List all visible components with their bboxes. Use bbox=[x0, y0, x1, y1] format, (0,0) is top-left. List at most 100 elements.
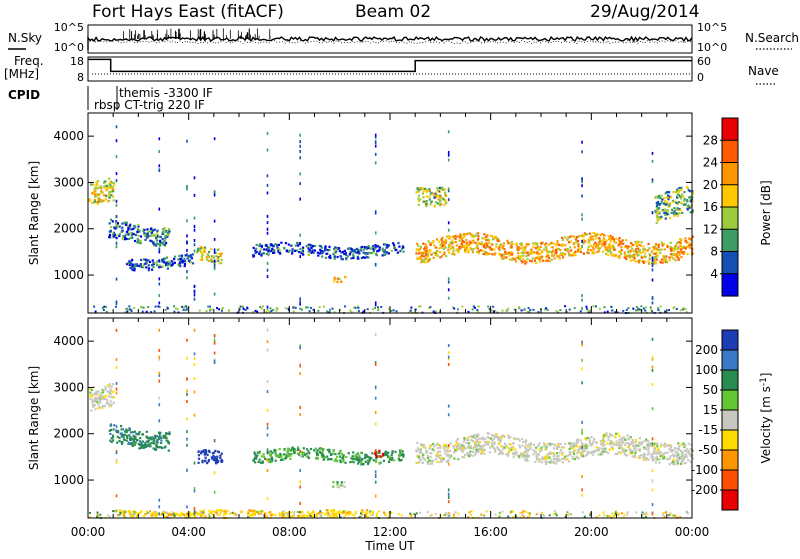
data-cell-4 bbox=[310, 246, 313, 249]
data-cell-6 bbox=[643, 452, 646, 455]
near-range-cell bbox=[642, 512, 645, 515]
data-cell-7 bbox=[144, 513, 147, 516]
data-cell-6 bbox=[425, 449, 428, 452]
data-cell-6 bbox=[687, 451, 690, 454]
data-cell-3 bbox=[367, 461, 370, 464]
data-cell-6 bbox=[436, 460, 439, 464]
near-range-cell bbox=[153, 310, 156, 313]
data-cell-1 bbox=[144, 238, 147, 241]
data-cell-7 bbox=[619, 251, 622, 254]
near-range-cell bbox=[353, 514, 356, 517]
data-cell-6 bbox=[491, 433, 494, 437]
data-cell-6 bbox=[481, 436, 485, 439]
data-cell-7 bbox=[439, 243, 442, 246]
data-cell-6 bbox=[537, 444, 540, 447]
data-cell-7 bbox=[522, 252, 525, 255]
data-cell-8 bbox=[689, 195, 692, 199]
data-cell-6 bbox=[525, 450, 528, 453]
data-cell-7 bbox=[517, 247, 521, 250]
time-tick-label: 00:00 bbox=[71, 525, 106, 539]
data-cell-6 bbox=[632, 444, 635, 447]
data-cell-1 bbox=[152, 447, 155, 450]
data-cell-7 bbox=[491, 253, 494, 256]
data-cell-7 bbox=[469, 246, 472, 250]
data-cell-7 bbox=[674, 247, 677, 250]
data-cell-7 bbox=[151, 514, 154, 517]
data-cell-6 bbox=[599, 440, 602, 443]
data-cell-7 bbox=[659, 261, 662, 264]
noise-streak-cell bbox=[213, 250, 216, 254]
data-cell-4 bbox=[260, 245, 263, 248]
data-cell-7 bbox=[194, 511, 198, 514]
data-cell-1 bbox=[133, 430, 137, 433]
data-cell-0 bbox=[89, 387, 92, 390]
data-cell-0 bbox=[88, 198, 91, 201]
data-cell-2 bbox=[152, 265, 155, 269]
data-cell-6 bbox=[676, 462, 680, 465]
data-cell-8 bbox=[657, 202, 660, 205]
near-range-cell bbox=[260, 307, 263, 310]
noise-streak-cell bbox=[374, 262, 377, 266]
data-cell-4 bbox=[338, 247, 341, 250]
near-range-cell bbox=[123, 510, 126, 513]
data-cell-6 bbox=[576, 438, 579, 441]
data-cell-6 bbox=[521, 437, 524, 440]
data-cell-1 bbox=[154, 234, 157, 237]
data-cell-4 bbox=[275, 244, 278, 247]
data-cell-7 bbox=[687, 245, 690, 248]
data-cell-7 bbox=[642, 260, 645, 263]
data-cell-0 bbox=[100, 199, 103, 202]
noise-streak-cell bbox=[213, 358, 216, 362]
near-range-cell bbox=[377, 308, 380, 311]
data-cell-4 bbox=[353, 250, 356, 253]
data-cell-4 bbox=[260, 248, 263, 251]
data-cell-6 bbox=[602, 447, 605, 451]
data-cell-7 bbox=[588, 240, 591, 243]
data-cell-7 bbox=[459, 236, 462, 239]
data-cell-6 bbox=[572, 447, 575, 450]
data-cell-8 bbox=[656, 200, 660, 204]
data-cell-4 bbox=[291, 250, 294, 253]
data-cell-7 bbox=[517, 245, 520, 249]
data-cell-3 bbox=[328, 450, 331, 453]
near-range-cell bbox=[568, 308, 571, 311]
data-cell-3 bbox=[391, 450, 394, 453]
data-cell-0 bbox=[104, 385, 107, 388]
data-cell-7 bbox=[574, 238, 578, 241]
data-cell-7 bbox=[511, 252, 514, 255]
data-cell-8 bbox=[691, 191, 695, 194]
data-cell-4 bbox=[332, 485, 335, 488]
data-cell-8 bbox=[683, 191, 686, 194]
data-cell-6 bbox=[466, 438, 469, 441]
noise-streak-cell bbox=[651, 264, 654, 267]
data-cell-0 bbox=[98, 396, 101, 399]
data-cell-6 bbox=[453, 446, 456, 449]
data-cell-7 bbox=[517, 254, 520, 258]
data-cell-3 bbox=[334, 453, 337, 456]
near-range-cell bbox=[331, 307, 334, 310]
data-cell-7 bbox=[465, 242, 468, 245]
data-cell-6 bbox=[646, 442, 649, 446]
near-range-cell bbox=[216, 307, 218, 310]
data-cell-7 bbox=[267, 511, 270, 515]
data-cell-2 bbox=[183, 257, 186, 260]
noise-streak-cell bbox=[186, 430, 188, 434]
data-cell-2 bbox=[197, 450, 200, 453]
data-cell-7 bbox=[590, 244, 593, 247]
data-cell-7 bbox=[479, 249, 482, 252]
noise-streak-cell bbox=[158, 277, 161, 281]
near-range-cell bbox=[494, 309, 497, 312]
near-range-cell bbox=[253, 513, 256, 515]
near-range-cell bbox=[332, 511, 335, 514]
data-cell-8 bbox=[682, 195, 685, 198]
data-cell-7 bbox=[630, 242, 633, 245]
data-cell-1 bbox=[163, 227, 166, 230]
data-cell-7 bbox=[436, 249, 439, 253]
data-cell-3 bbox=[307, 450, 310, 453]
data-cell-6 bbox=[663, 456, 666, 459]
data-cell-8 bbox=[667, 198, 670, 201]
data-cell-6 bbox=[438, 450, 441, 453]
data-cell-2 bbox=[147, 269, 150, 272]
data-cell-1 bbox=[111, 434, 115, 437]
